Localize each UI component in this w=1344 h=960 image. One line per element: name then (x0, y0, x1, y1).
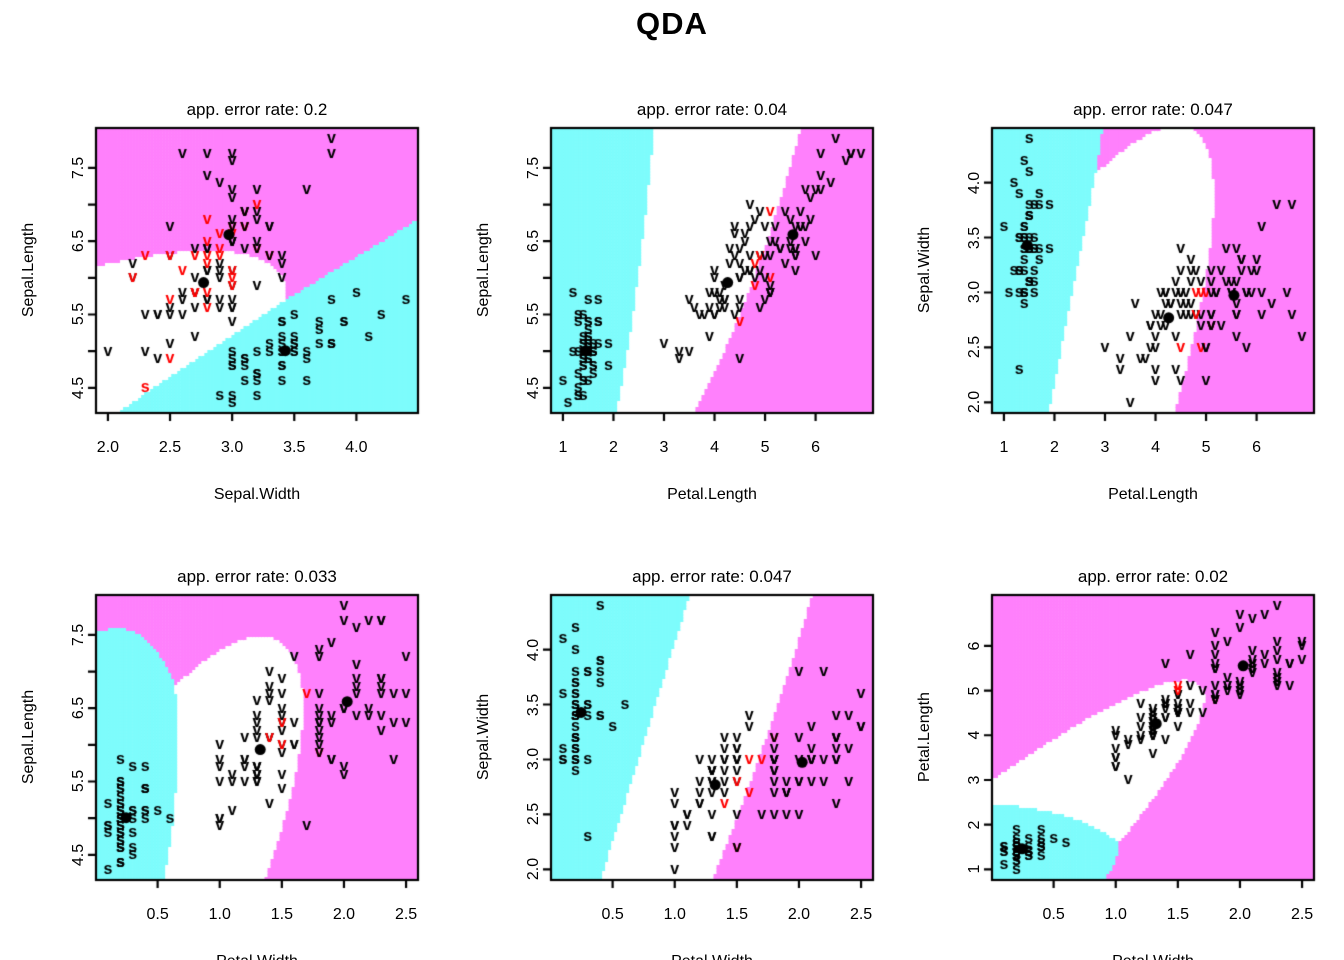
qda-region-canvas (455, 517, 903, 960)
y-tick-label: 2.5 (525, 803, 542, 826)
panel-petal-width-vs-sepal-width: app. error rate: 0.047 Petal.Width Sepal… (455, 517, 903, 960)
panel-petal-width-vs-sepal-length: app. error rate: 0.033 Petal.Width Sepal… (0, 517, 448, 960)
qda-region-canvas (0, 50, 448, 517)
x-tick-label: 1.0 (1104, 906, 1127, 923)
x-axis-title: Petal.Length (667, 486, 757, 503)
figure-title: QDA (636, 6, 708, 41)
x-tick-label: 2 (609, 439, 618, 456)
panel-title: app. error rate: 0.02 (1077, 567, 1229, 586)
y-tick-label: 7.5 (525, 156, 542, 179)
x-tick-label: 2 (1050, 439, 1059, 456)
y-axis-title: Sepal.Length (20, 689, 37, 785)
y-tick-label: 4.0 (966, 171, 983, 194)
x-tick-label: 1.0 (663, 906, 686, 923)
x-tick-label: 0.5 (601, 906, 624, 923)
x-tick-label: 2.5 (849, 906, 873, 923)
panel-title: app. error rate: 0.04 (636, 100, 788, 119)
y-tick-label: 2.0 (525, 858, 542, 881)
panel-title: app. error rate: 0.047 (1073, 100, 1233, 119)
y-tick-label: 7.5 (70, 623, 87, 646)
y-tick-label: 4.5 (525, 376, 542, 399)
y-tick-label: 5 (966, 686, 983, 695)
y-tick-label: 3.5 (525, 693, 542, 716)
x-tick-label: 1.5 (270, 906, 293, 923)
x-tick-label: 1.0 (208, 906, 231, 923)
x-tick-label: 3.5 (283, 439, 306, 456)
x-axis-title: Sepal.Width (213, 486, 301, 503)
x-tick-label: 1.5 (1166, 906, 1189, 923)
x-tick-label: 6 (811, 439, 821, 456)
panel-title: app. error rate: 0.047 (632, 567, 792, 586)
y-tick-label: 6 (966, 641, 983, 651)
x-tick-label: 2.0 (1228, 906, 1252, 923)
y-axis-title: Petal.Length (916, 692, 933, 782)
x-tick-label: 1 (999, 439, 1009, 456)
x-tick-label: 3.0 (221, 439, 244, 456)
y-tick-label: 5.5 (70, 770, 87, 793)
y-tick-label: 2.5 (966, 336, 983, 359)
x-axis-title: Petal.Width (551, 953, 873, 960)
y-axis-title: Sepal.Length (475, 222, 492, 318)
panel-petal-width-vs-petal-length: app. error rate: 0.02 Petal.Width Petal.… (896, 517, 1344, 960)
y-tick-label: 4.5 (70, 843, 87, 866)
y-tick-label: 1 (966, 864, 983, 874)
x-tick-label: 5 (760, 439, 770, 456)
y-axis-title: Sepal.Width (916, 226, 933, 314)
panel-title: app. error rate: 0.033 (177, 567, 337, 586)
panel-petal-length-vs-sepal-length: app. error rate: 0.04 Petal.Length Sepal… (455, 50, 903, 517)
y-tick-label: 4.0 (525, 638, 542, 661)
x-axis-title: Petal.Width (992, 953, 1314, 960)
y-tick-label: 7.5 (70, 156, 87, 179)
x-tick-label: 1 (558, 439, 568, 456)
y-tick-label: 3 (966, 775, 983, 785)
x-tick-label: 0.5 (1042, 906, 1065, 923)
x-tick-label: 2.0 (787, 906, 811, 923)
qda-region-canvas (455, 50, 903, 517)
y-tick-label: 3.0 (966, 281, 983, 304)
x-tick-label: 2.5 (158, 439, 182, 456)
y-axis-title: Sepal.Length (20, 222, 37, 318)
x-tick-label: 3 (1100, 439, 1110, 456)
x-tick-label: 5 (1201, 439, 1211, 456)
y-tick-label: 4.5 (70, 376, 87, 399)
panel-title: app. error rate: 0.2 (186, 100, 328, 119)
x-axis-title: Petal.Width (96, 953, 418, 960)
y-tick-label: 4 (966, 730, 983, 740)
x-tick-label: 4.0 (345, 439, 368, 456)
y-tick-label: 6.5 (525, 230, 542, 253)
y-axis-title: Sepal.Width (475, 693, 492, 781)
y-tick-label: 3.5 (966, 226, 983, 249)
y-tick-label: 3.0 (525, 748, 542, 771)
panel-sepal-width-vs-sepal-length: app. error rate: 0.2 Sepal.Width Sepal.L… (0, 50, 448, 517)
x-tick-label: 2.5 (1290, 906, 1314, 923)
x-tick-label: 1.5 (725, 906, 748, 923)
x-tick-label: 0.5 (146, 906, 169, 923)
y-tick-label: 2 (966, 820, 983, 830)
y-tick-label: 6.5 (70, 230, 87, 253)
x-tick-label: 6 (1252, 439, 1262, 456)
x-tick-label: 2.5 (394, 906, 418, 923)
qda-region-canvas (896, 50, 1344, 517)
y-tick-label: 2.0 (966, 391, 983, 414)
y-tick-label: 6.5 (70, 697, 87, 720)
x-axis-title: Petal.Length (1108, 486, 1198, 503)
x-tick-label: 2.0 (332, 906, 356, 923)
y-tick-label: 5.5 (70, 303, 87, 326)
qda-region-canvas (896, 517, 1344, 960)
x-tick-label: 4 (1151, 439, 1160, 456)
x-tick-label: 3 (659, 439, 669, 456)
y-tick-label: 5.5 (525, 303, 542, 326)
x-tick-label: 2.0 (96, 439, 120, 456)
qda-region-canvas (0, 517, 448, 960)
x-tick-label: 4 (710, 439, 719, 456)
panel-petal-length-vs-sepal-width: app. error rate: 0.047 Petal.Length Sepa… (896, 50, 1344, 517)
